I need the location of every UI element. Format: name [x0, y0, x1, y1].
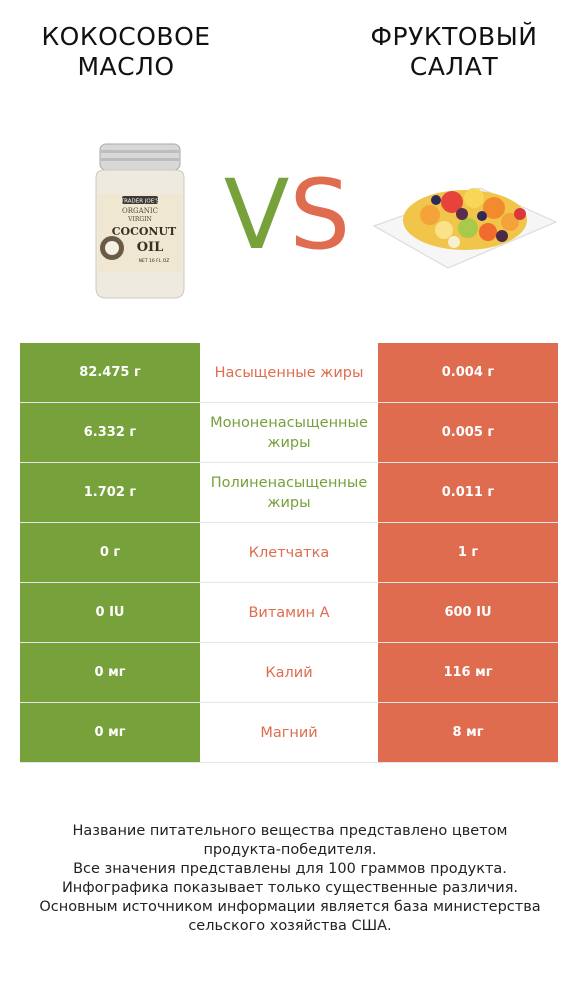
- nutrient-name-cell: Мононенасыщенные жиры: [210, 414, 368, 451]
- coconut-oil-jar-image: TRADER JOE'S ORGANIC VIRGIN COCONUT OIL …: [95, 143, 185, 299]
- table-row: 0 мг Магний 8 мг: [20, 703, 558, 763]
- left-value-cell: 0 мг: [20, 643, 200, 702]
- table-row: 0 г Клетчатка 1 г: [20, 523, 558, 583]
- versus-label: VS: [222, 160, 352, 270]
- footer-note: Название питательного вещества представл…: [20, 822, 560, 936]
- nutrient-name-cell: Калий: [265, 664, 313, 681]
- nutrient-name-cell: Клетчатка: [248, 544, 330, 561]
- vs-s-letter: S: [289, 159, 351, 271]
- nutrient-name-cell: Полиненасыщенные жиры: [210, 474, 368, 511]
- right-value-cell: 8 мг: [378, 703, 558, 762]
- left-value-cell: 0 г: [20, 523, 200, 582]
- left-value-cell: 0 мг: [20, 703, 200, 762]
- left-title-line1: КОКОСОВОЕ: [41, 22, 211, 51]
- footer-line5: Основным источником информации является …: [39, 899, 541, 915]
- right-value-cell: 0.011 г: [378, 463, 558, 522]
- left-value-cell: 6.332 г: [20, 403, 200, 462]
- jar-organic-text: ORGANIC: [122, 207, 158, 215]
- nutrient-name-cell: Насыщенные жиры: [214, 364, 364, 381]
- left-value-cell: 1.702 г: [20, 463, 200, 522]
- nutrient-comparison-table: 82.475 г Насыщенные жиры 0.004 г 6.332 г Мон…: [20, 343, 558, 763]
- footer-line4: Инфографика показывает только существенн…: [61, 880, 519, 896]
- right-value-cell: 0.004 г: [378, 343, 558, 402]
- right-value-cell: 116 мг: [378, 643, 558, 702]
- jar-brand-text: TRADER JOE'S: [120, 199, 160, 205]
- jar-net-text: NET 16 FL OZ: [139, 258, 170, 264]
- footer-line6: сельского хозяйства США.: [188, 918, 392, 934]
- footer-line3: Все значения представлены для 100 граммо…: [73, 861, 507, 877]
- left-value-cell: 82.475 г: [20, 343, 200, 402]
- nutrient-name-cell: Магний: [260, 724, 318, 741]
- table-row: 0 IU Витамин A 600 IU: [20, 583, 558, 643]
- footer-line1: Название питательного вещества представл…: [72, 823, 508, 839]
- nutrient-name-cell: Витамин A: [248, 604, 330, 621]
- left-title-line2: МАСЛО: [77, 52, 175, 81]
- jar-oil-text: OIL: [137, 240, 164, 255]
- footer-line2: продукта-победителя.: [203, 842, 377, 858]
- right-title-line2: САЛАТ: [409, 52, 499, 81]
- table-row: 82.475 г Насыщенные жиры 0.004 г: [20, 343, 558, 403]
- left-product-title: КОКОСОВОЕ МАСЛО: [6, 22, 246, 82]
- left-value-cell: 0 IU: [20, 583, 200, 642]
- table-row: 6.332 г Мононенасыщенные жиры 0.005 г: [20, 403, 558, 463]
- vs-v-letter: V: [223, 159, 290, 271]
- right-value-cell: 0.005 г: [378, 403, 558, 462]
- right-title-line1: ФРУКТОВЫЙ: [370, 22, 538, 51]
- fruit-salad-image: [372, 187, 558, 269]
- right-product-title: ФРУКТОВЫЙ САЛАТ: [334, 22, 574, 82]
- table-row: 1.702 г Полиненасыщенные жиры 0.011 г: [20, 463, 558, 523]
- jar-coconut-text: COCONUT: [112, 225, 177, 238]
- jar-virgin-text: VIRGIN: [127, 216, 152, 223]
- right-value-cell: 1 г: [378, 523, 558, 582]
- table-row: 0 мг Калий 116 мг: [20, 643, 558, 703]
- right-value-cell: 600 IU: [378, 583, 558, 642]
